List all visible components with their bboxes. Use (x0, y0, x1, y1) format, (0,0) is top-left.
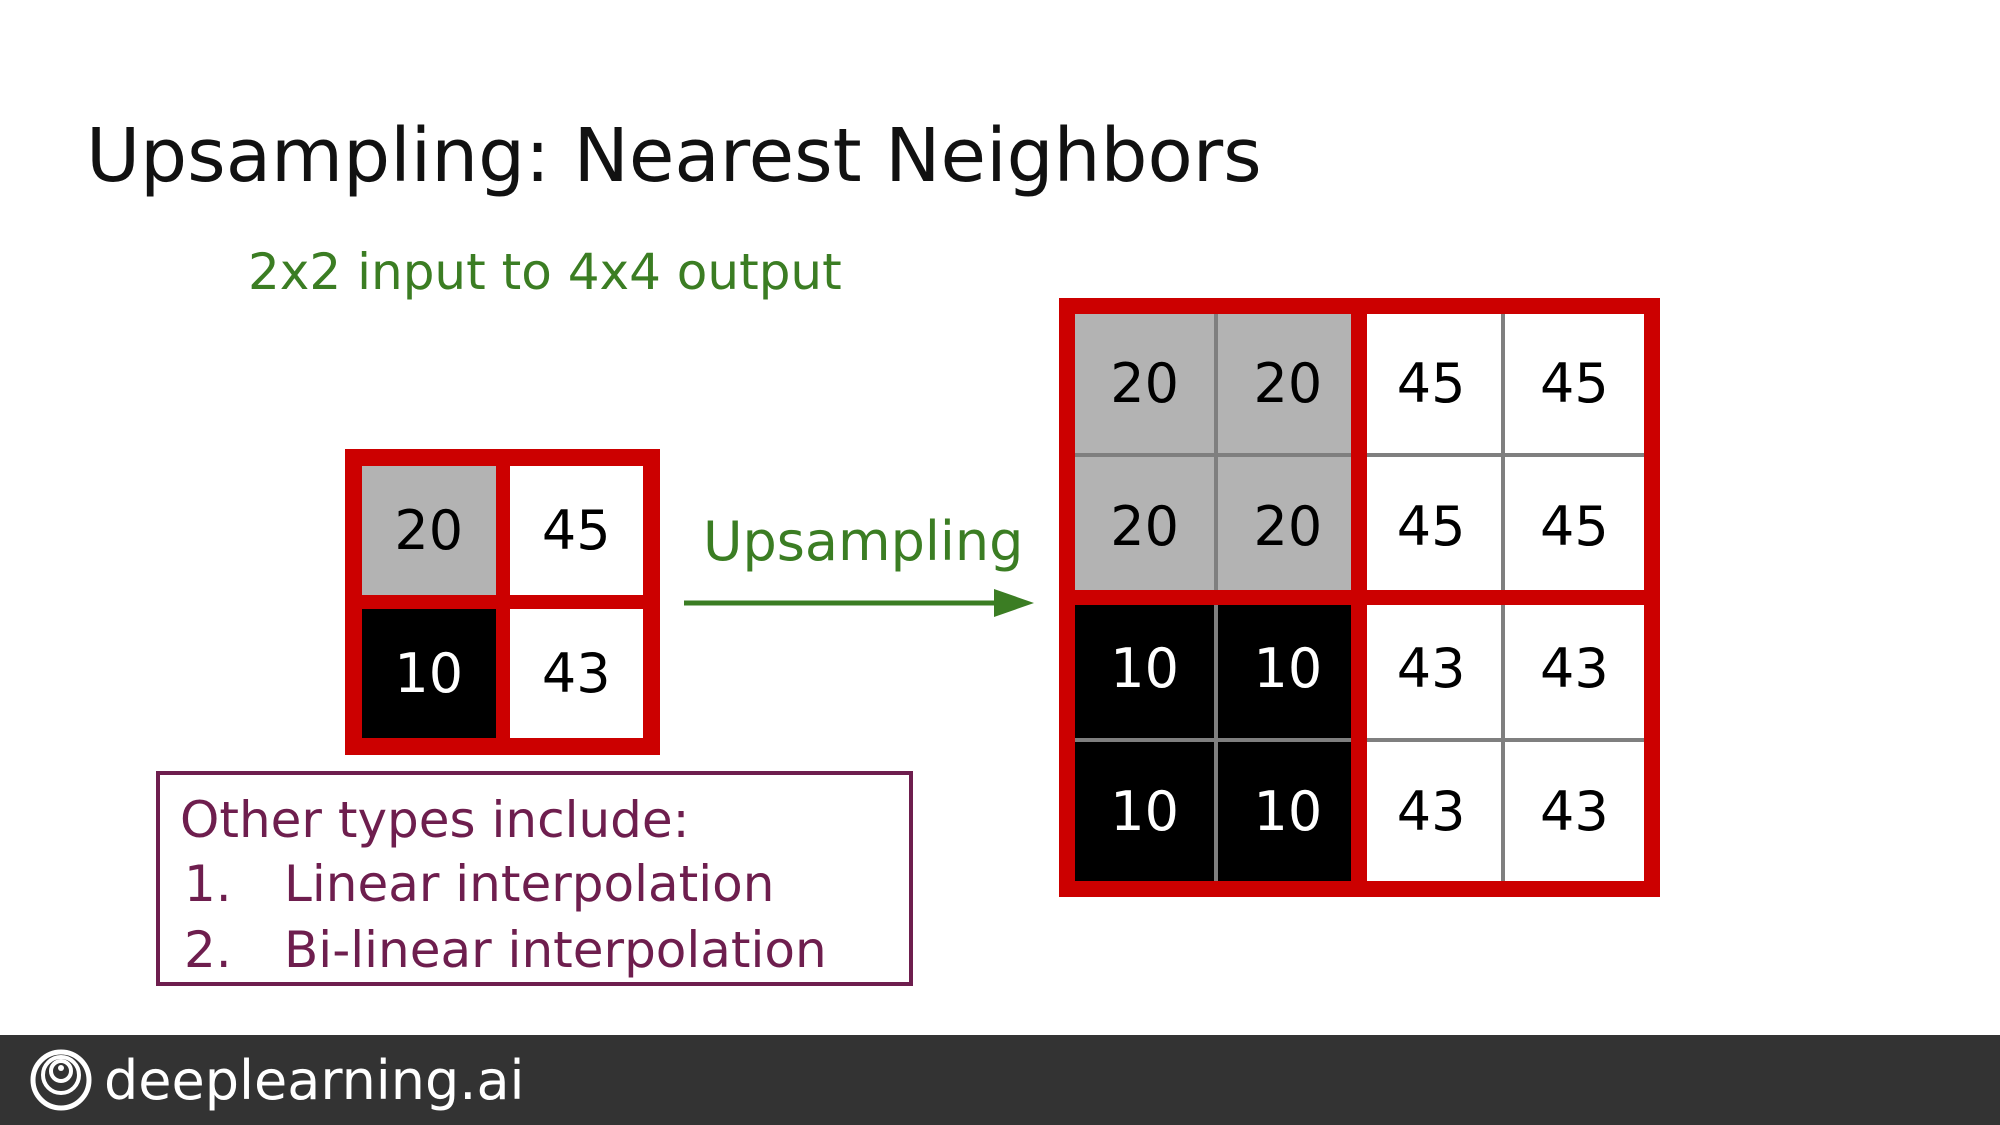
other-types-heading: Other types include: (180, 791, 690, 849)
list-item: 2. Bi-linear interpolation (180, 917, 909, 983)
upsampling-label: Upsampling (703, 510, 1024, 573)
output-cell-r4c1: 10 (1075, 742, 1215, 881)
output-cell-r2c3: 45 (1361, 456, 1501, 596)
other-types-box: Other types include: 1. Linear interpola… (156, 771, 913, 986)
output-cell-r1c3: 45 (1361, 314, 1501, 453)
input-cell-r2c2: 43 (509, 609, 643, 738)
output-cell-r2c2: 20 (1218, 456, 1358, 596)
output-cell-r4c4: 43 (1504, 742, 1644, 881)
output-cell-r2c4: 45 (1504, 456, 1644, 596)
slide-title: Upsampling: Nearest Neighbors (86, 113, 1262, 199)
list-item-label: Bi-linear interpolation (284, 921, 827, 979)
output-cell-r3c4: 43 (1504, 599, 1644, 739)
list-item-label: Linear interpolation (284, 855, 775, 913)
input-grid: 20 45 10 43 (345, 449, 660, 755)
output-grid-horizontal-divider (1059, 590, 1660, 605)
list-item: 1. Linear interpolation (180, 851, 909, 917)
list-item-number: 2. (184, 921, 232, 979)
output-cell-r1c2: 20 (1218, 314, 1358, 453)
deeplearning-logo-icon (30, 1049, 92, 1111)
input-cell-r2c1: 10 (362, 609, 496, 738)
output-cell-r3c2: 10 (1218, 599, 1358, 739)
output-cell-r2c1: 20 (1075, 456, 1215, 596)
right-arrow-icon (684, 589, 1034, 617)
input-cell-r1c1: 20 (362, 466, 496, 595)
footer-bar: deeplearning.ai (0, 1035, 2000, 1125)
list-item-number: 1. (184, 855, 232, 913)
output-cell-r1c4: 45 (1504, 314, 1644, 453)
footer-brand: deeplearning.ai (104, 1048, 525, 1112)
output-cell-r1c1: 20 (1075, 314, 1215, 453)
output-cell-r3c1: 10 (1075, 599, 1215, 739)
input-cell-r1c2: 45 (509, 466, 643, 595)
output-cell-r4c2: 10 (1218, 742, 1358, 881)
output-cell-r4c3: 43 (1361, 742, 1501, 881)
output-cell-r3c3: 43 (1361, 599, 1501, 739)
slide-subtitle: 2x2 input to 4x4 output (248, 243, 842, 301)
